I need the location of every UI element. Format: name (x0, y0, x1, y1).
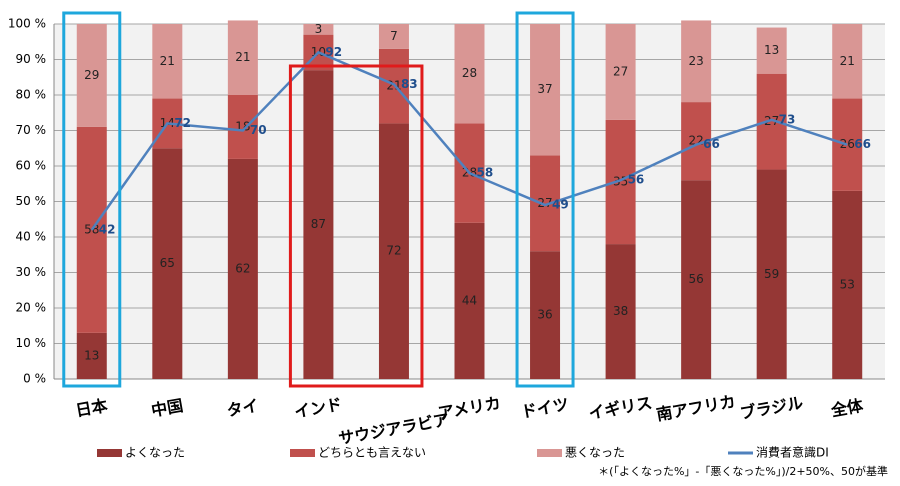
data-label: 38 (613, 304, 628, 318)
y-tick-label: 80 % (16, 88, 47, 102)
legend-label: よくなった (125, 446, 185, 460)
bar-segment (832, 98, 863, 191)
data-label: 56 (688, 272, 703, 286)
bar-segment (227, 20, 258, 96)
bar-segment (756, 27, 787, 74)
bar-segment (76, 332, 107, 379)
x-tick-label: 南アフリカ (655, 392, 737, 425)
x-tick-label: アメリカ (437, 393, 503, 423)
bar-segment (681, 20, 712, 103)
x-tick-label: 日本 (74, 396, 109, 420)
footnote: ＊(「よくなった%」-「悪くなった%」)/2+50%、50が基準 (598, 464, 888, 478)
line-label: 58 (477, 166, 494, 180)
y-tick-label: 70 % (16, 123, 47, 137)
y-tick-label: 40 % (16, 230, 47, 244)
bar-segment (303, 70, 334, 380)
legend-swatch (537, 449, 562, 457)
bar-segment (530, 24, 561, 156)
bar-segment (832, 24, 863, 99)
data-label: 53 (840, 277, 855, 291)
legend-label: 悪くなった (565, 446, 625, 460)
highlight-frame (515, 11, 575, 388)
x-tick-label: サウジアラビア (337, 410, 451, 448)
x-tick-label: ドイツ (520, 394, 571, 421)
legend-label: どちらとも言えない (318, 446, 426, 460)
data-label: 87 (311, 217, 326, 231)
data-label: 29 (84, 68, 99, 82)
bar-segment (152, 24, 183, 99)
bar-segment (227, 158, 258, 379)
bar-segment (832, 190, 863, 379)
bar-segment (530, 155, 561, 252)
data-label: 21 (160, 54, 175, 68)
data-label: 21 (235, 50, 250, 64)
line-label: 72 (174, 116, 191, 130)
y-tick-label: 60 % (16, 159, 47, 173)
data-label: 72 (386, 244, 401, 258)
data-label: 23 (688, 54, 703, 68)
bar-segment (303, 24, 334, 35)
data-label: 28 (462, 66, 477, 80)
data-label: 59 (764, 267, 779, 281)
highlight-frame (288, 64, 424, 388)
line-label: 49 (552, 198, 569, 212)
data-label: 21 (840, 54, 855, 68)
bar-segment (76, 24, 107, 127)
x-tick-label: ブラジル (738, 393, 804, 423)
line-label: 70 (250, 123, 267, 137)
line-label: 73 (779, 112, 796, 126)
bar-segment (605, 24, 636, 120)
line-series (90, 50, 848, 231)
line-label: 66 (703, 137, 720, 151)
x-tick-label: インド (293, 394, 344, 421)
legend-swatch (290, 449, 315, 457)
y-tick-label: 10 % (16, 336, 47, 350)
data-label: 3 (315, 22, 323, 36)
y-tick-label: 50 % (16, 194, 47, 208)
data-label: 7 (390, 29, 398, 43)
data-label: 13 (764, 43, 779, 57)
x-tick-label: イギリス (587, 393, 653, 423)
y-tick-label: 90 % (16, 52, 47, 66)
data-label: 62 (235, 261, 250, 275)
bar-segment (756, 73, 787, 170)
bar-segment (227, 95, 258, 159)
data-label: 37 (537, 82, 552, 96)
bar-segment (756, 169, 787, 379)
line-label: 83 (401, 77, 418, 91)
line-label: 66 (854, 137, 871, 151)
y-tick-label: 20 % (16, 301, 47, 315)
bar-segment (681, 180, 712, 379)
highlight-frame (62, 11, 122, 388)
data-label: 27 (537, 196, 552, 210)
x-tick-label: 全体 (829, 396, 866, 421)
x-tick-label: 中国 (150, 396, 185, 420)
bar-segment (454, 24, 485, 124)
bar-segment (378, 24, 409, 49)
bar-segment (605, 244, 636, 379)
bar-segment (454, 222, 485, 379)
data-label: 13 (84, 348, 99, 362)
data-label: 27 (613, 64, 628, 78)
line-label: 56 (628, 173, 645, 187)
line-label: 42 (99, 222, 116, 236)
bar-segment (605, 119, 636, 245)
data-label: 36 (537, 308, 552, 322)
x-tick-label: タイ (225, 396, 260, 420)
legend-swatch (97, 449, 122, 457)
data-label: 44 (462, 293, 477, 307)
data-label: 65 (160, 256, 175, 270)
legend-label: 消費者意識DI (756, 445, 829, 460)
y-tick-label: 0 % (23, 372, 46, 386)
bar-segment (378, 123, 409, 380)
y-tick-label: 100 % (8, 17, 46, 31)
line-label: 92 (325, 45, 342, 59)
bar-segment (152, 148, 183, 379)
y-tick-label: 30 % (16, 265, 47, 279)
bar-segment (530, 251, 561, 379)
